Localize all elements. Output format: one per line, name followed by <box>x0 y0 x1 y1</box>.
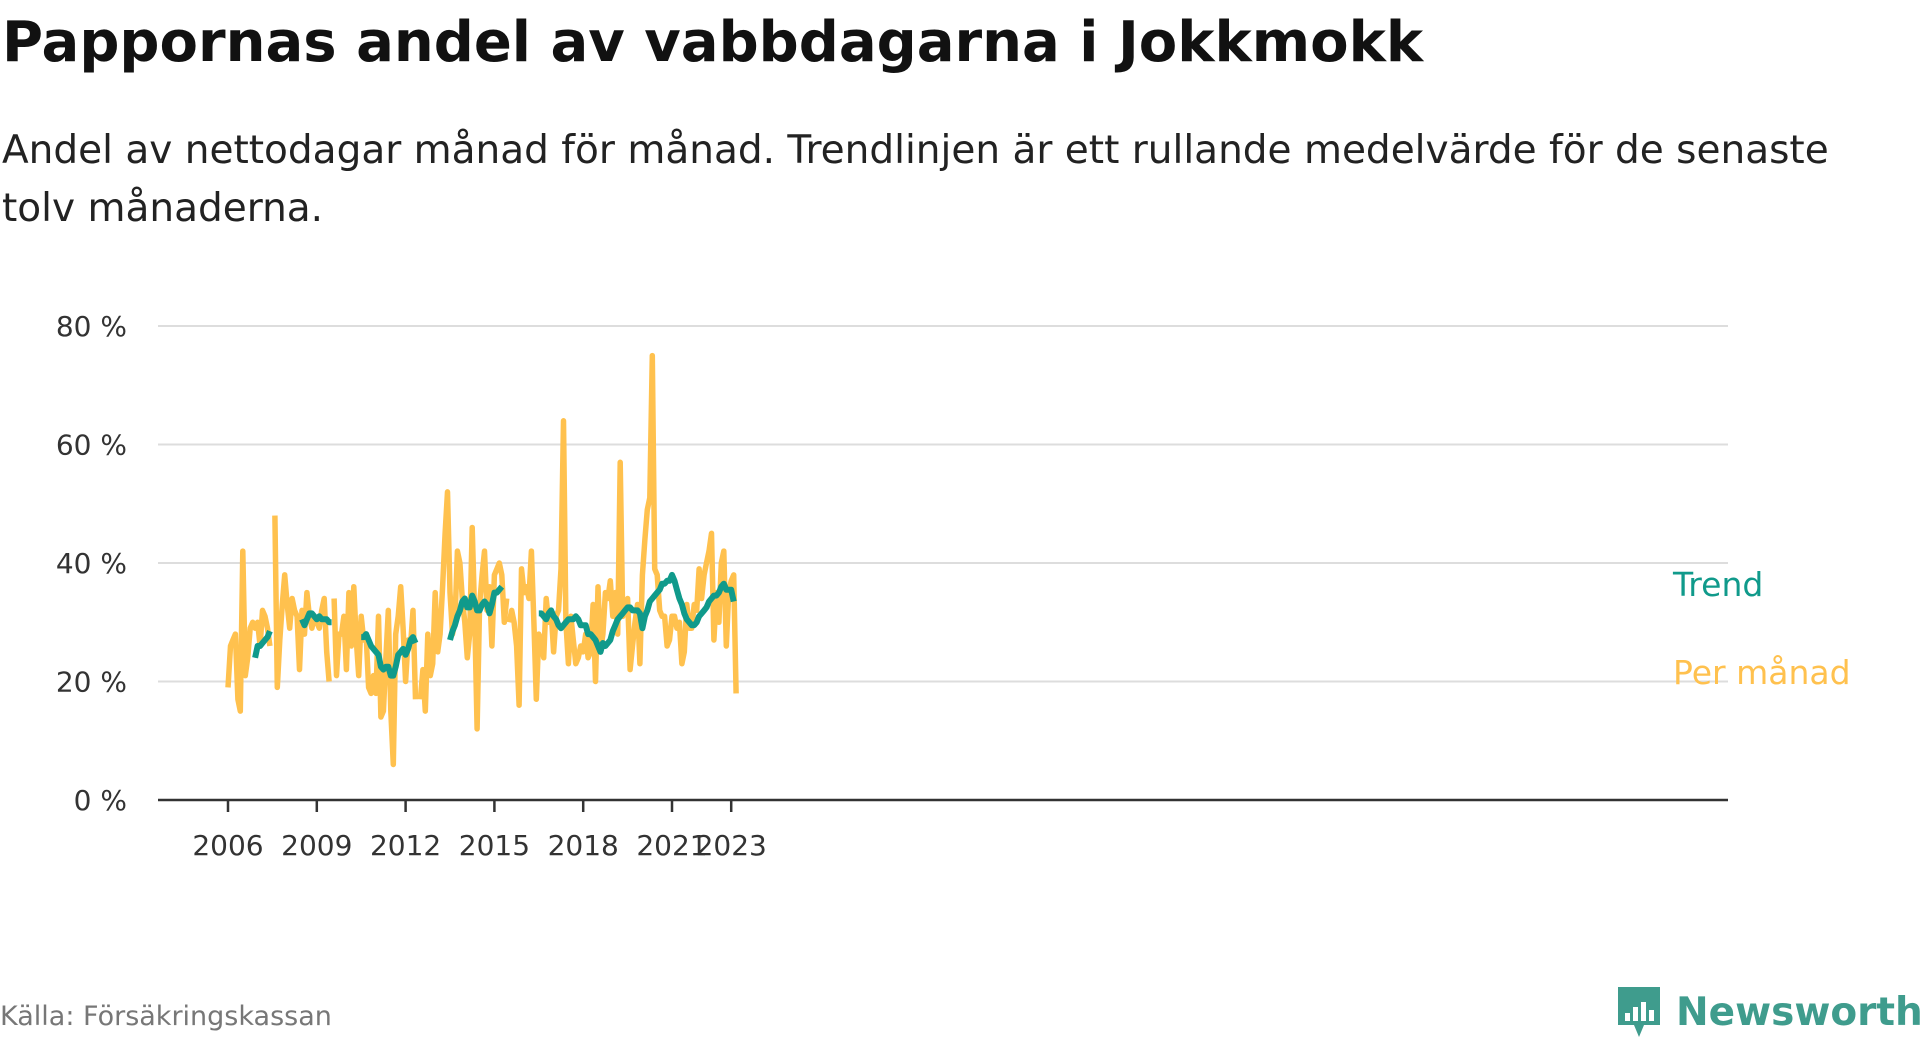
y-axis-tick-labels: 0 % 20 % 40 % 60 % 80 % <box>56 310 127 817</box>
series-line-per-manad-segment-2 <box>272 515 332 691</box>
series-line-per-manad-segment-5 <box>506 352 739 708</box>
x-tick-label-2015: 2015 <box>459 829 530 862</box>
series-line-trend-segment-5 <box>538 571 737 655</box>
gridlines <box>158 325 1728 683</box>
x-tick-label-2023: 2023 <box>696 829 767 862</box>
x-tick-label-2012: 2012 <box>370 829 441 862</box>
y-tick-label-20: 20 % <box>56 666 127 699</box>
source-note: Källa: Försäkringskassan <box>0 1001 332 1032</box>
series-line-trend-segment-1 <box>252 629 273 659</box>
x-tick-label-2009: 2009 <box>281 829 352 862</box>
x-tick-label-2021: 2021 <box>636 829 707 862</box>
chart-title: Pappornas andel av vabbdagarna i Jokkmok… <box>2 10 1424 75</box>
series-line-trend-segment-2 <box>299 610 333 629</box>
series-labels: Per månad Trend <box>1672 565 1851 692</box>
series-label-trend: Trend <box>1672 565 1763 604</box>
series-line-per-manad-segment-4 <box>417 489 510 732</box>
y-tick-label-80: 80 % <box>56 310 127 343</box>
y-tick-label-60: 60 % <box>56 429 127 462</box>
series-lines <box>225 352 739 768</box>
series-line-trend-segment-3 <box>360 631 419 679</box>
y-tick-label-40: 40 % <box>56 547 127 580</box>
x-tick-label-2018: 2018 <box>548 829 619 862</box>
y-tick-label-0: 0 % <box>74 784 127 817</box>
brand-name: Newsworthy <box>1676 989 1920 1035</box>
newsworthy-logo-icon <box>1618 987 1660 1037</box>
chart-subtitle: Andel av nettodagar månad för månad. Tre… <box>2 128 1829 231</box>
x-tick-label-2006: 2006 <box>192 829 263 862</box>
series-line-per-manad-segment-1 <box>225 548 273 714</box>
brand-logo: Newsworthy <box>1614 982 1920 1042</box>
series-line-per-manad-segment-3 <box>331 583 419 768</box>
line-chart: 0 % 20 % 40 % 60 % 80 % 2006 2009 2012 2015 2018… <box>56 310 1851 862</box>
series-line-trend-segment-4 <box>447 584 505 641</box>
series-label-per-manad: Per månad <box>1673 653 1851 692</box>
